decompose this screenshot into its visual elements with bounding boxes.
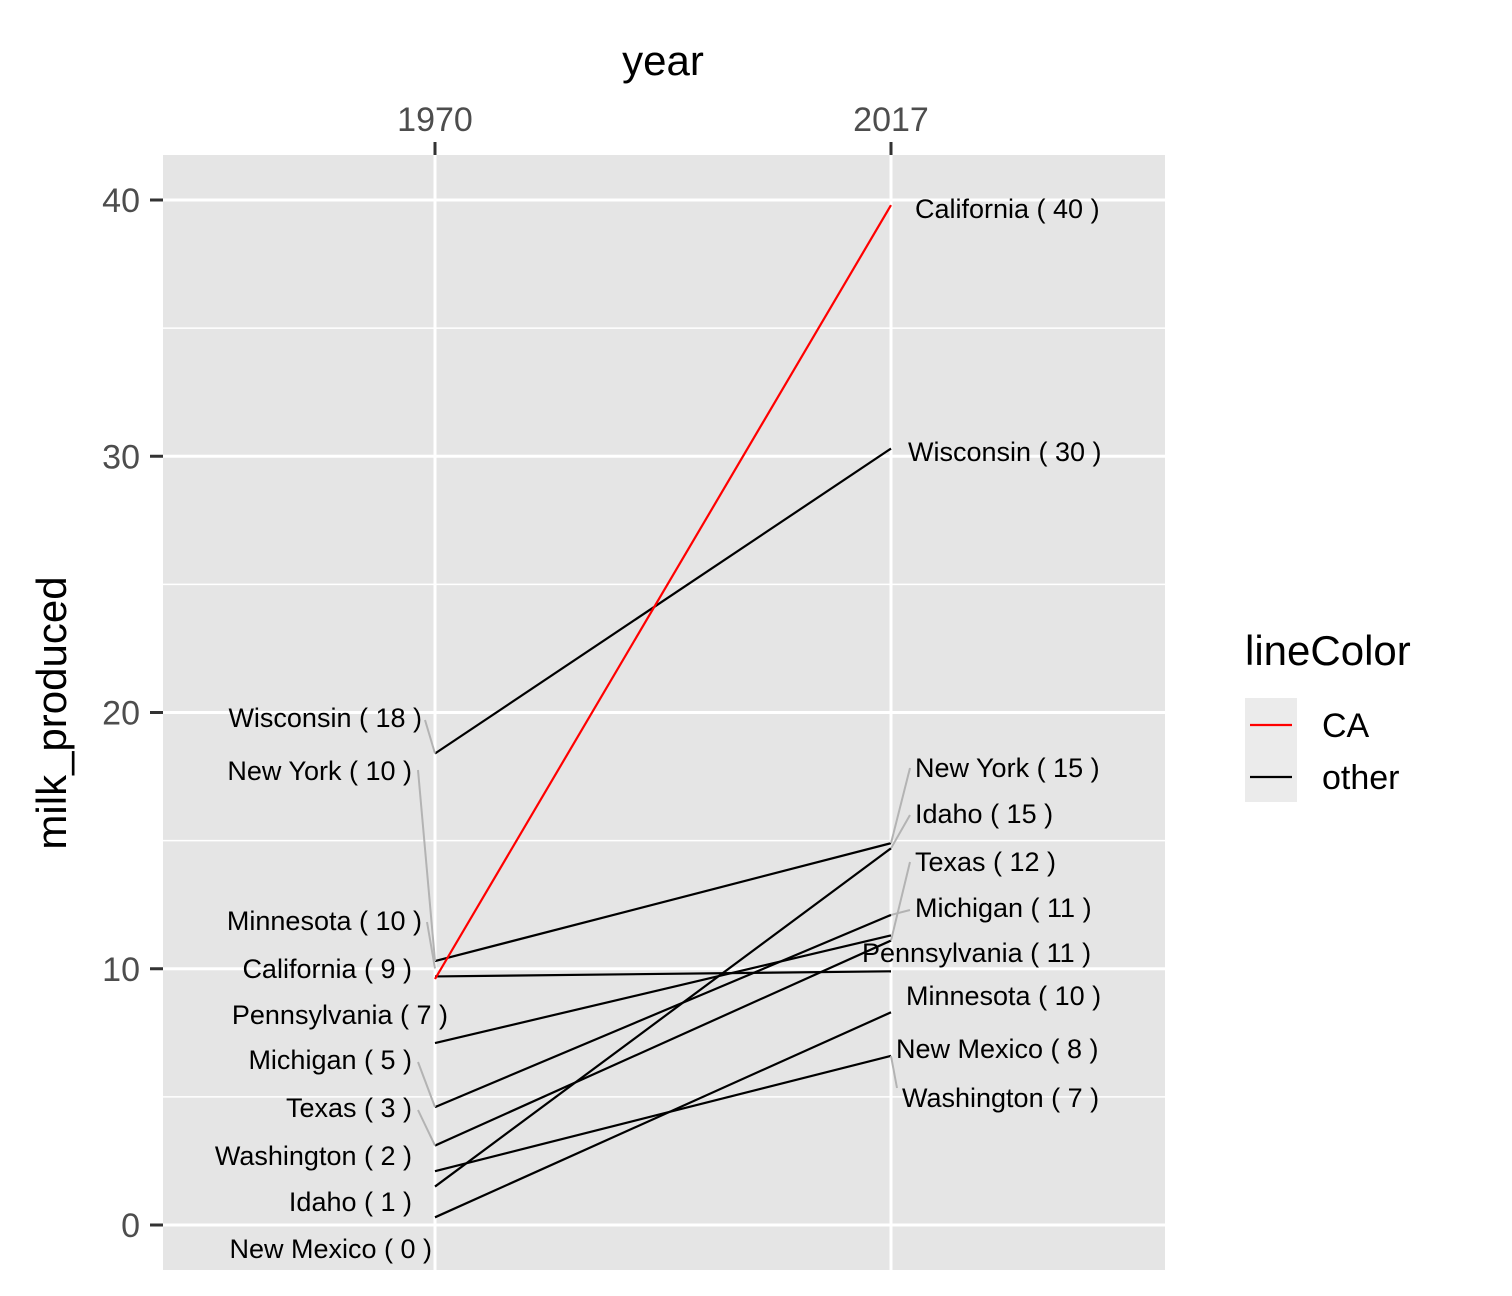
state-labels: Wisconsin ( 18 ) New York ( 10 ) Minnesota… <box>215 194 1102 1264</box>
state-label-2017: Idaho ( 15 ) <box>915 799 1053 829</box>
state-label-1970: California ( 9 ) <box>242 954 412 984</box>
state-label-1970: Michigan ( 5 ) <box>248 1045 412 1075</box>
legend-key-background <box>1245 698 1297 802</box>
x-axis-title: year <box>622 37 704 84</box>
label-leader-line <box>890 909 911 916</box>
state-label-2017: Michigan ( 11 ) <box>915 893 1092 923</box>
y-tick-label: 30 <box>102 438 140 476</box>
y-axis: 0 10 20 30 40 <box>102 182 163 1245</box>
label-leader-line <box>417 1109 436 1146</box>
state-label-1970: Wisconsin ( 18 ) <box>228 703 422 733</box>
state-label-2017: Washington ( 7 ) <box>902 1083 1099 1113</box>
legend-title: lineColor <box>1245 627 1411 674</box>
legend-label-other: other <box>1322 759 1400 797</box>
legend-label-ca: CA <box>1322 707 1370 745</box>
label-leaders <box>417 719 911 1146</box>
legend: lineColor CA other <box>1245 627 1411 802</box>
state-label-1970: Washington ( 2 ) <box>215 1141 412 1171</box>
state-label-1970: Texas ( 3 ) <box>286 1093 412 1123</box>
label-leader-line <box>426 921 436 969</box>
series-line-pennsylvania <box>434 934 892 1045</box>
state-label-2017: Wisconsin ( 30 ) <box>908 437 1102 467</box>
y-tick-label: 10 <box>102 951 140 989</box>
label-leader-line <box>890 767 911 844</box>
series-line-new-york <box>434 842 892 963</box>
series-line-minnesota <box>434 970 892 978</box>
series-line-new-mexico <box>434 1011 892 1219</box>
y-axis-title: milk_produced <box>28 576 75 849</box>
series-line-washington <box>434 1054 892 1173</box>
state-label-1970: Pennsylvania ( 7 ) <box>232 1000 448 1030</box>
label-leader-line <box>890 861 911 941</box>
state-label-2017: Minnesota ( 10 ) <box>906 981 1101 1011</box>
state-label-1970: Idaho ( 1 ) <box>289 1187 412 1217</box>
label-leader-line <box>890 814 911 849</box>
y-tick-label: 20 <box>102 695 140 733</box>
label-leader-line <box>417 1061 436 1108</box>
series-line-california <box>434 204 892 980</box>
state-label-2017: Pennsylvania ( 11 ) <box>862 938 1091 968</box>
series-lines <box>434 204 892 1219</box>
state-label-2017: New York ( 15 ) <box>915 753 1100 783</box>
x-tick-label: 1970 <box>397 101 473 139</box>
y-tick-label: 40 <box>102 182 140 220</box>
grid-lines <box>163 155 1165 1270</box>
state-label-1970: New York ( 10 ) <box>227 756 412 786</box>
state-label-2017: Texas ( 12 ) <box>915 847 1056 877</box>
label-leader-line <box>424 719 436 754</box>
label-leader-line <box>890 1055 898 1089</box>
y-tick-label: 0 <box>121 1207 140 1245</box>
state-label-2017: New Mexico ( 8 ) <box>896 1034 1099 1064</box>
series-line-idaho <box>434 847 892 1188</box>
series-line-michigan <box>434 913 892 1109</box>
state-label-1970: Minnesota ( 10 ) <box>227 906 422 936</box>
x-tick-label: 2017 <box>853 101 929 139</box>
label-leader-line <box>417 769 436 962</box>
series-line-texas <box>434 939 892 1147</box>
state-label-1970: New Mexico ( 0 ) <box>229 1234 432 1264</box>
series-line-wisconsin <box>434 447 892 755</box>
state-label-2017: California ( 40 ) <box>915 194 1100 224</box>
x-axis: 1970 2017 <box>397 101 929 155</box>
